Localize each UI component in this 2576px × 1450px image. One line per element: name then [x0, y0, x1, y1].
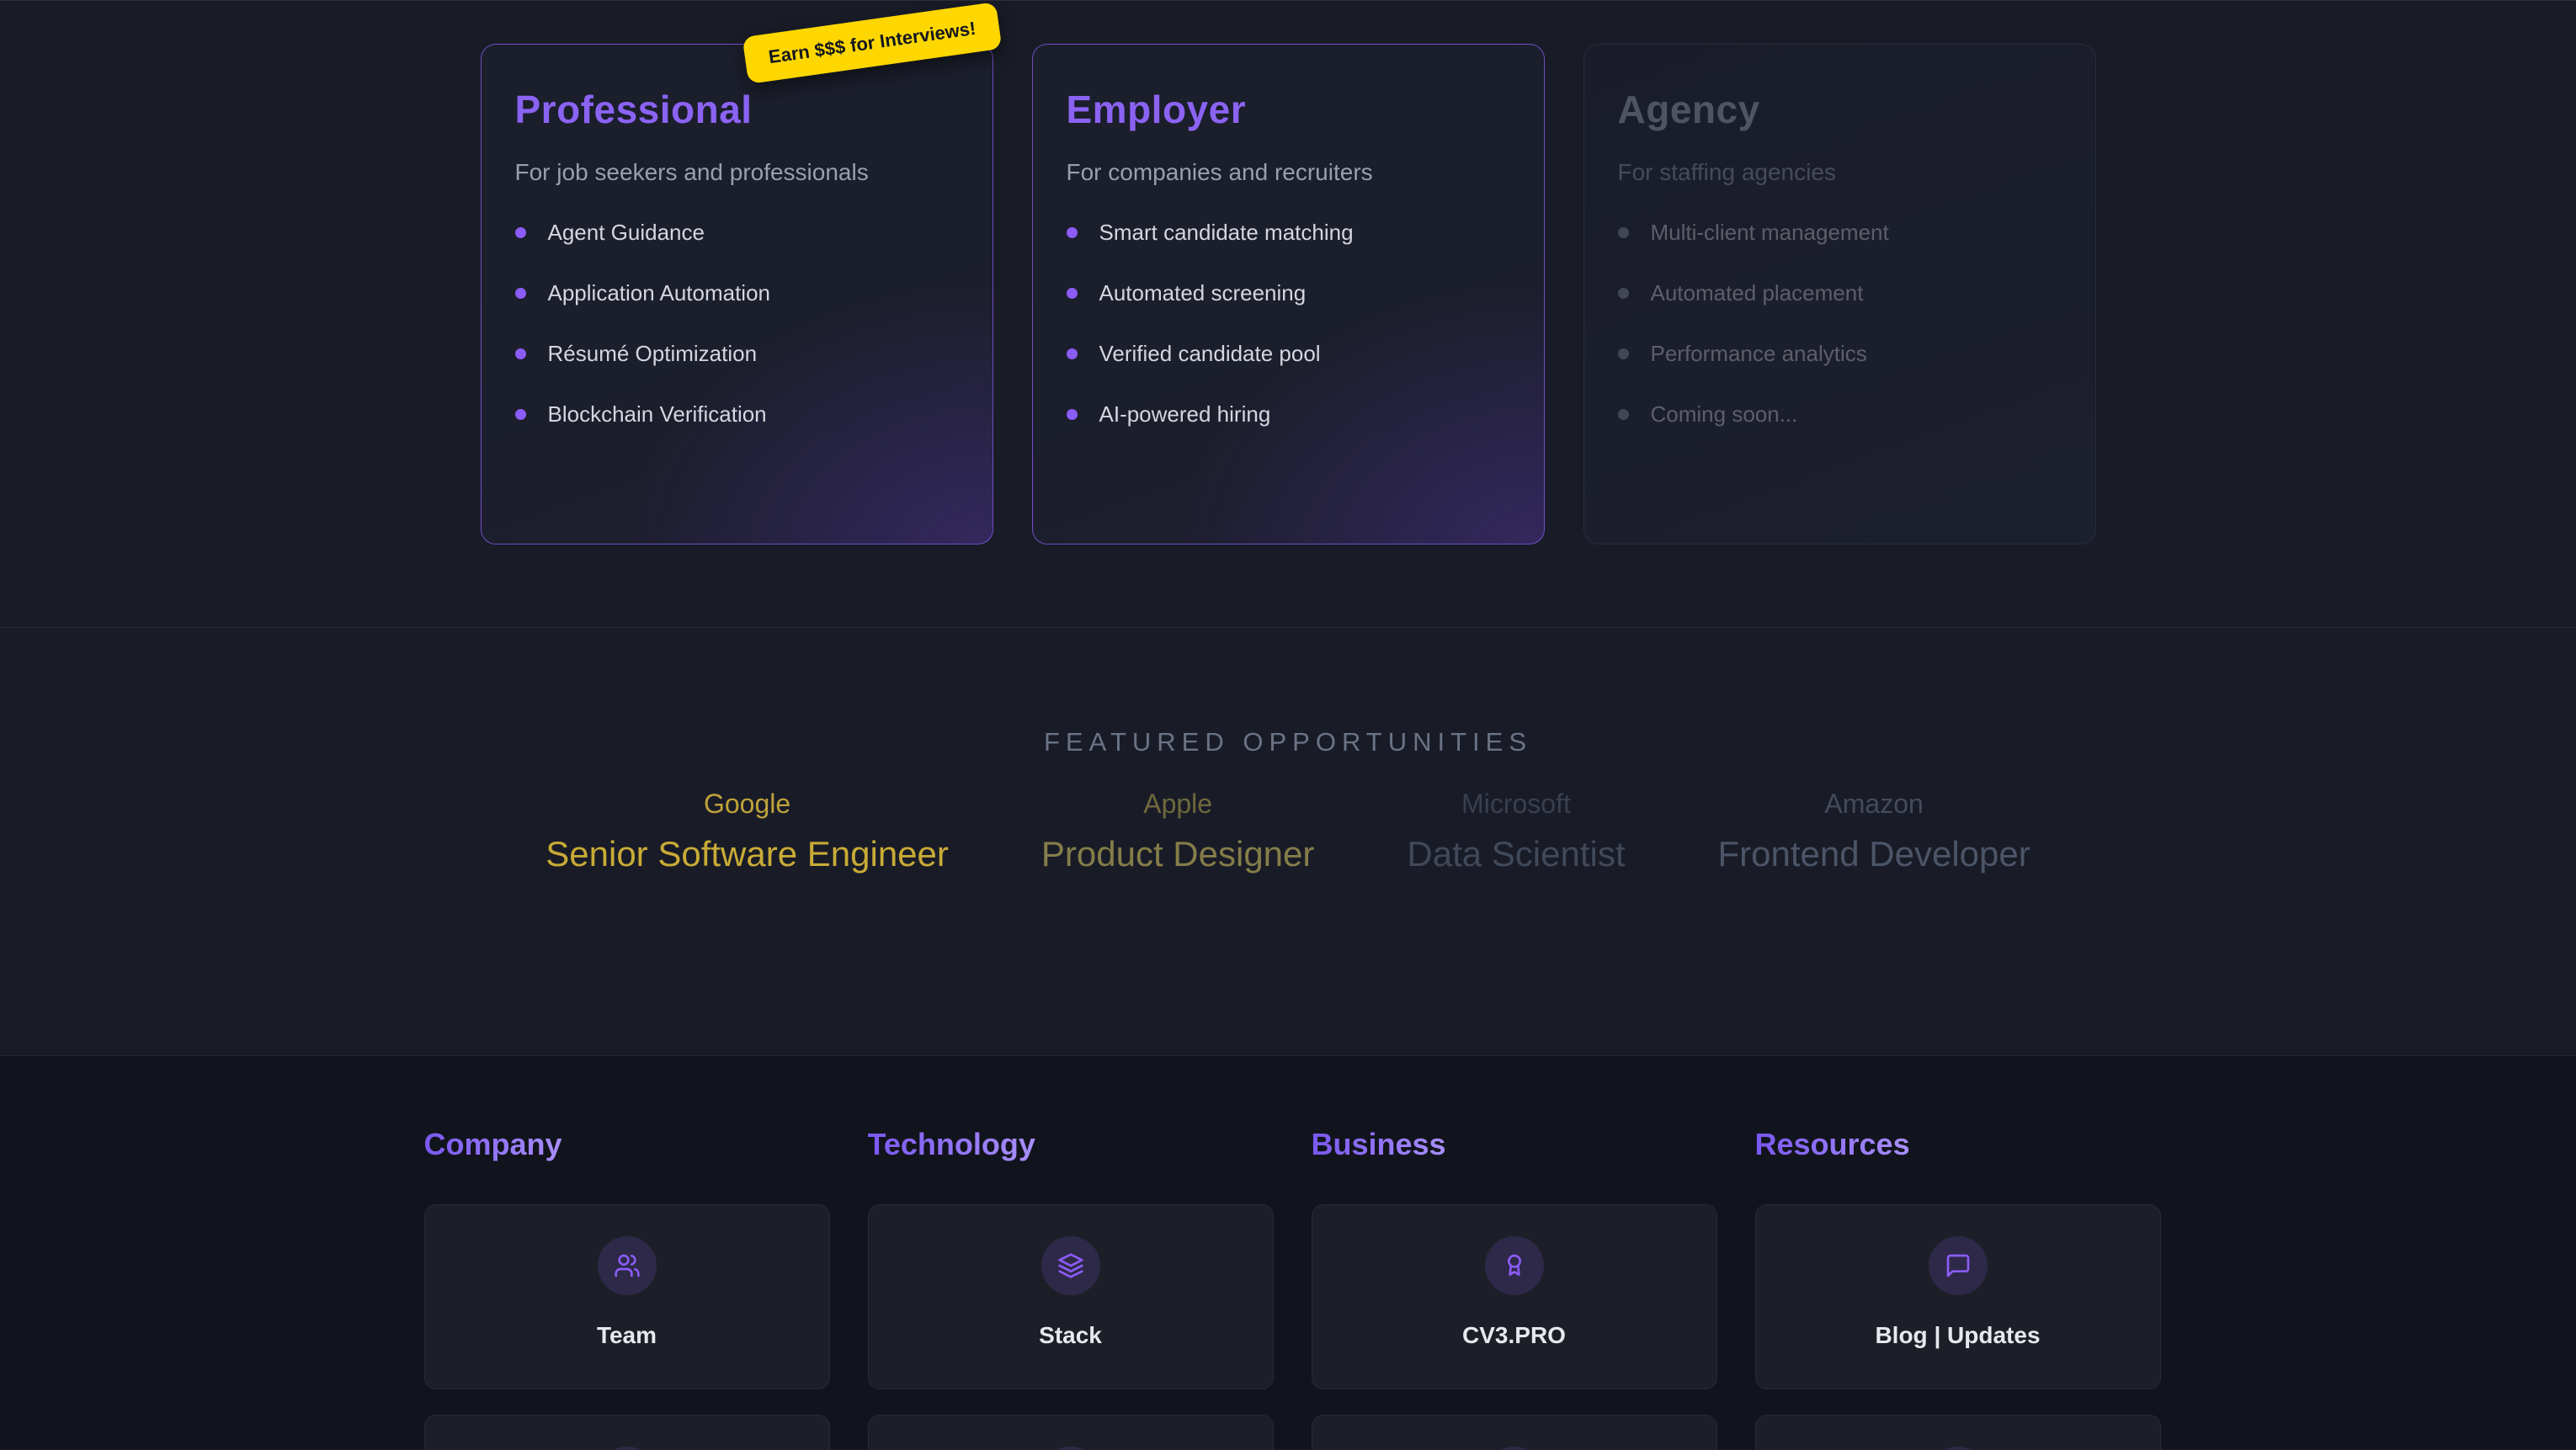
featured-job-google[interactable]: Google Senior Software Engineer — [546, 789, 949, 874]
plan-feature: Application Automation — [514, 280, 959, 306]
footer-card-icon — [1928, 1447, 1988, 1450]
footer-column-heading: Company — [423, 1127, 562, 1161]
chat-icon — [1928, 1236, 1988, 1295]
job-company: Amazon — [1824, 789, 1924, 819]
footer-column-heading: Resources — [1754, 1127, 1910, 1161]
job-role: Frontend Developer — [1717, 834, 2030, 874]
bullet-icon — [1066, 409, 1078, 420]
plan-feature-list: Multi-client management Automated placem… — [1617, 220, 2062, 428]
footer-column-heading: Technology — [867, 1127, 1035, 1161]
plan-feature-list: Agent Guidance Application Automation Ré… — [514, 220, 959, 428]
plan-feature: Multi-client management — [1617, 220, 2062, 246]
featured-heading: FEATURED OPPORTUNITIES — [1043, 727, 1532, 757]
footer-card-icon — [1484, 1447, 1544, 1450]
plan-subtitle: For job seekers and professionals — [514, 159, 869, 185]
plan-card-employer[interactable]: Employer For companies and recruiters Sm… — [1031, 44, 1545, 544]
plan-feature: Automated placement — [1617, 280, 2062, 306]
featured-section: FEATURED OPPORTUNITIES Google Senior Sof… — [0, 628, 2576, 962]
bullet-icon — [1617, 348, 1629, 359]
footer-card-label: Stack — [1039, 1322, 1102, 1348]
plan-feature-label: Agent Guidance — [547, 220, 705, 245]
footer-card-partial[interactable] — [423, 1415, 830, 1450]
job-company: Google — [703, 789, 791, 819]
job-role: Data Scientist — [1407, 834, 1626, 874]
plan-feature-label: Blockchain Verification — [547, 401, 767, 427]
plan-feature: Automated screening — [1066, 280, 1510, 306]
bullet-icon — [1617, 227, 1629, 238]
plan-subtitle: For staffing agencies — [1617, 159, 1836, 185]
plan-feature-label: AI-powered hiring — [1099, 401, 1271, 427]
plan-feature-label: Résumé Optimization — [547, 341, 758, 366]
plan-card-professional[interactable]: Professional For job seekers and profess… — [480, 44, 993, 544]
plan-feature-list: Smart candidate matching Automated scree… — [1066, 220, 1510, 428]
plan-feature: Smart candidate matching — [1066, 220, 1510, 246]
plan-feature: Performance analytics — [1617, 341, 2062, 367]
plan-feature-label: Multi-client management — [1650, 220, 1889, 245]
plan-card-agency: Agency For staffing agencies Multi-clien… — [1583, 44, 2096, 544]
plan-subtitle: For companies and recruiters — [1066, 159, 1373, 185]
bullet-icon — [1617, 409, 1629, 420]
pricing-cards-row: Professional For job seekers and profess… — [480, 1, 2096, 544]
footer-column-heading: Business — [1311, 1127, 1446, 1161]
footer-card-stack[interactable]: Stack — [867, 1204, 1274, 1389]
plan-feature: AI-powered hiring — [1066, 401, 1510, 428]
plan-title: Professional — [514, 88, 753, 131]
plan-title: Employer — [1066, 88, 1247, 131]
footer-card-partial[interactable] — [867, 1415, 1274, 1450]
job-role: Product Designer — [1041, 834, 1315, 874]
job-company: Microsoft — [1461, 789, 1571, 819]
bullet-icon — [1066, 227, 1078, 238]
plan-feature: Agent Guidance — [514, 220, 959, 246]
featured-job-microsoft[interactable]: Microsoft Data Scientist — [1407, 789, 1625, 874]
footer-column-company: Company Team — [423, 1127, 830, 1450]
bullet-icon — [514, 288, 526, 299]
footer-card-team[interactable]: Team — [423, 1204, 830, 1389]
plan-feature-label: Application Automation — [547, 280, 771, 305]
pricing-section: Earn $$$ for Interviews! Professional Fo… — [0, 0, 2576, 628]
plan-feature-label: Smart candidate matching — [1099, 220, 1354, 245]
plan-feature: Coming soon... — [1617, 401, 2062, 428]
footer-card-label: CV3.PRO — [1462, 1322, 1566, 1348]
footer: Company Team Technology Stack — [0, 1056, 2576, 1450]
plan-feature: Résumé Optimization — [514, 341, 959, 367]
footer-card-icon — [1041, 1447, 1100, 1450]
footer-column-resources: Resources Blog | Updates — [1754, 1127, 2161, 1450]
footer-column-technology: Technology Stack — [867, 1127, 1274, 1450]
plan-feature-label: Automated placement — [1650, 280, 1864, 305]
bullet-icon — [514, 227, 526, 238]
plan-title: Agency — [1617, 88, 1760, 131]
plan-feature-label: Automated screening — [1099, 280, 1307, 305]
footer-card-label: Blog | Updates — [1875, 1322, 2041, 1348]
job-role: Senior Software Engineer — [546, 834, 949, 874]
plan-feature-label: Performance analytics — [1650, 341, 1867, 366]
bullet-icon — [514, 348, 526, 359]
bullet-icon — [1066, 288, 1078, 299]
plan-feature-label: Coming soon... — [1650, 401, 1798, 427]
footer-card-partial[interactable] — [1754, 1415, 2161, 1450]
plan-feature: Verified candidate pool — [1066, 341, 1510, 367]
section-divider-strip — [0, 962, 2576, 1056]
footer-card-icon — [597, 1447, 657, 1450]
footer-card-cv3pro[interactable]: CV3.PRO — [1311, 1204, 1717, 1389]
bullet-icon — [1066, 348, 1078, 359]
bullet-icon — [514, 409, 526, 420]
layers-icon — [1041, 1236, 1100, 1295]
job-company: Apple — [1143, 789, 1213, 819]
footer-card-partial[interactable] — [1311, 1415, 1717, 1450]
plan-feature-label: Verified candidate pool — [1099, 341, 1321, 366]
award-icon — [1484, 1236, 1544, 1295]
footer-card-blog[interactable]: Blog | Updates — [1754, 1204, 2161, 1389]
footer-grid: Company Team Technology Stack — [423, 1056, 2161, 1450]
featured-job-amazon[interactable]: Amazon Frontend Developer — [1718, 789, 2030, 874]
bullet-icon — [1617, 288, 1629, 299]
footer-card-label: Team — [596, 1322, 657, 1348]
plan-feature: Blockchain Verification — [514, 401, 959, 428]
featured-jobs-row: Google Senior Software Engineer Apple Pr… — [0, 789, 2576, 874]
featured-job-apple[interactable]: Apple Product Designer — [1041, 789, 1315, 874]
footer-column-business: Business CV3.PRO — [1311, 1127, 1717, 1450]
users-icon — [597, 1236, 657, 1295]
